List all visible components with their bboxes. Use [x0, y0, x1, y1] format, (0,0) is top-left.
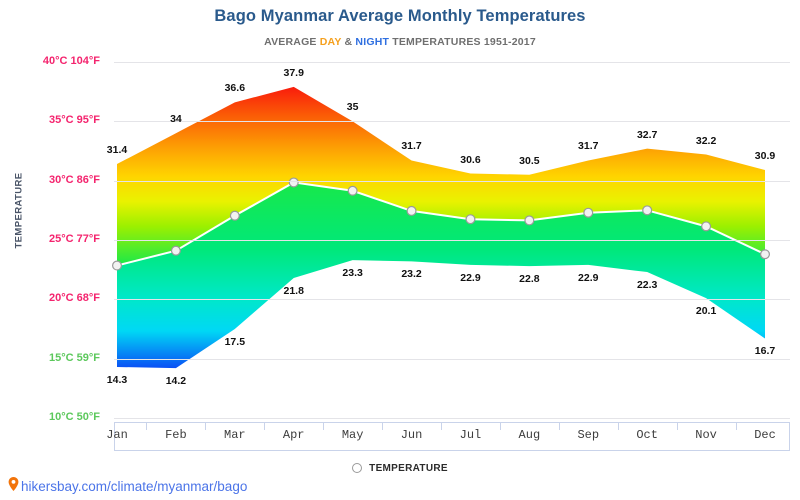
x-axis-separator	[441, 422, 442, 430]
average-temperature-marker[interactable]	[288, 177, 299, 188]
average-temperature-line	[116, 181, 766, 267]
night-value-label: 22.9	[578, 271, 599, 284]
chart-subtitle: AVERAGE DAY & NIGHT TEMPERATURES 1951-20…	[0, 36, 800, 48]
x-axis-separator	[382, 422, 384, 430]
day-value-label: 32.7	[636, 128, 658, 141]
x-tick-label-aug: Aug	[518, 428, 541, 442]
night-value-label: 16.7	[754, 345, 776, 358]
circle-icon	[352, 462, 363, 473]
night-value-label: 14.2	[165, 375, 187, 388]
night-value-label: 22.9	[460, 271, 481, 284]
gridline	[114, 62, 790, 63]
average-temperature-marker[interactable]	[229, 210, 240, 221]
night-value-label: 22.8	[519, 273, 540, 286]
y-tick-label: 15°C 59°F	[49, 351, 100, 364]
night-value-label: 14.3	[106, 373, 128, 386]
average-temperature-marker[interactable]	[465, 214, 476, 225]
night-value-label: 20.1	[695, 305, 717, 318]
x-tick-label-sep: Sep	[577, 428, 600, 442]
x-axis-separator	[735, 422, 737, 430]
day-value-label: 34	[170, 113, 182, 126]
day-value-label: 31.4	[106, 144, 128, 157]
day-value-label: 31.7	[401, 140, 422, 153]
average-temperature-marker[interactable]	[583, 207, 594, 218]
subtitle-night: NIGHT	[355, 36, 390, 48]
x-tick-label-jul: Jul	[459, 428, 482, 442]
x-axis-separator	[617, 422, 619, 430]
x-tick-label-mar: Mar	[224, 428, 246, 442]
day-value-label: 30.9	[754, 149, 776, 162]
average-temperature-marker[interactable]	[701, 221, 712, 232]
subtitle-day: DAY	[319, 36, 342, 48]
average-temperature-marker[interactable]	[170, 245, 181, 256]
night-temperature-area	[117, 182, 765, 369]
x-axis-separator	[499, 422, 501, 430]
y-tick-label: 20°C 68°F	[49, 292, 100, 305]
gridline	[114, 299, 790, 301]
gridline	[114, 358, 790, 360]
night-value-label: 21.8	[283, 284, 304, 297]
y-tick-label: 10°C 50°F	[49, 411, 100, 423]
day-value-label: 37.9	[283, 66, 304, 79]
x-tick-label-feb: Feb	[165, 428, 187, 442]
chart-legend[interactable]: TEMPERATURE	[0, 462, 800, 474]
night-value-label: 23.2	[401, 268, 422, 281]
average-temperature-marker[interactable]	[406, 205, 417, 216]
x-axis-box	[114, 422, 790, 451]
map-pin-icon	[8, 477, 19, 494]
y-tick-label: 30°C 86°F	[49, 173, 100, 186]
x-axis-separator	[146, 422, 148, 430]
chart-title: Bago Myanmar Average Monthly Temperature…	[214, 7, 586, 25]
average-temperature-marker[interactable]	[759, 249, 770, 260]
x-axis-separator	[558, 422, 560, 430]
x-axis-separator	[264, 422, 266, 430]
average-temperature-marker[interactable]	[347, 185, 358, 196]
night-value-label: 17.5	[224, 336, 246, 348]
subtitle-mid: &	[341, 36, 356, 48]
y-tick-label: 25°C 77°F	[49, 233, 100, 245]
average-temperature-marker[interactable]	[642, 205, 653, 216]
day-value-label: 36.6	[224, 82, 246, 95]
x-tick-label-nov: Nov	[695, 428, 717, 442]
day-value-label: 32.2	[695, 134, 717, 147]
day-value-label: 31.7	[578, 140, 599, 153]
x-axis-separator	[323, 422, 325, 430]
night-value-label: 22.3	[636, 279, 658, 292]
average-temperature-marker[interactable]	[111, 260, 122, 271]
legend-item-temperature[interactable]: TEMPERATURE	[369, 463, 448, 474]
night-value-label: 23.3	[342, 267, 363, 280]
gridline	[114, 418, 790, 419]
gridline	[114, 180, 790, 182]
subtitle-post: TEMPERATURES 1951-2017	[389, 36, 536, 48]
y-tick-label: 40°C 104°F	[42, 55, 100, 67]
day-value-label: 30.6	[460, 153, 481, 166]
day-temperature-area	[117, 86, 765, 266]
x-tick-label-jun: Jun	[400, 428, 423, 442]
average-temperature-marker[interactable]	[524, 215, 535, 226]
x-tick-label-may: May	[341, 428, 364, 442]
x-tick-label-apr: Apr	[282, 428, 305, 442]
watermark[interactable]: hikersbay.com/climate/myanmar/bago	[8, 477, 248, 495]
gridline	[114, 240, 790, 241]
y-tick-label: 35°C 95°F	[49, 114, 100, 127]
x-tick-label-jan: Jan	[106, 428, 128, 442]
subtitle-pre: AVERAGE	[264, 36, 320, 48]
day-value-label: 30.5	[519, 154, 540, 167]
x-axis-separator	[205, 422, 207, 430]
watermark-text[interactable]: hikersbay.com/climate/myanmar/bago	[21, 479, 248, 494]
gridline	[114, 121, 790, 123]
x-tick-label-dec: Dec	[754, 428, 776, 442]
x-axis-separator	[676, 422, 678, 430]
x-tick-label-oct: Oct	[636, 428, 658, 442]
day-value-label: 35	[346, 101, 359, 114]
